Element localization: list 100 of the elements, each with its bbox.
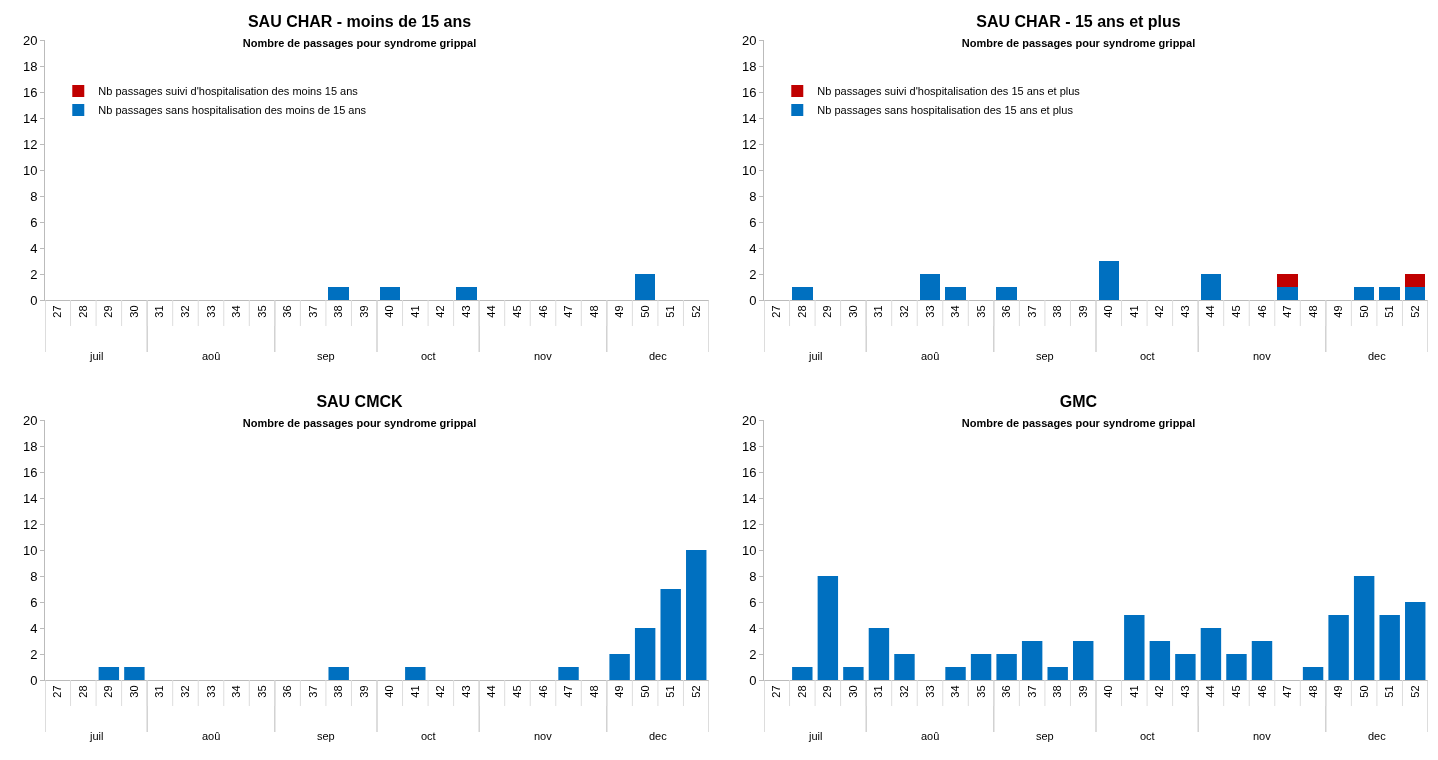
- x-tick-label: 42: [434, 305, 447, 318]
- bar: [817, 576, 839, 680]
- y-tick-label: 0: [749, 292, 757, 308]
- x-tick-label: 37: [306, 305, 319, 318]
- x-tick-label: 35: [255, 685, 268, 698]
- bar: [609, 654, 630, 680]
- x-tick-label: 33: [923, 685, 936, 698]
- bar: [996, 654, 1017, 680]
- x-tick-label: 33: [204, 305, 217, 318]
- y-tick-label: 6: [749, 594, 757, 610]
- bar: [1379, 615, 1400, 680]
- x-tick-label: 47: [562, 305, 575, 318]
- x-tick-label: 37: [1025, 685, 1038, 698]
- bar: [1353, 576, 1375, 680]
- x-tick-label: 29: [102, 305, 115, 318]
- x-tick-label: 34: [230, 685, 243, 698]
- x-tick-label: 27: [770, 685, 783, 698]
- x-tick-label: 43: [1178, 305, 1191, 318]
- y-tick-label: 12: [741, 516, 757, 532]
- x-tick-label: 28: [795, 305, 808, 318]
- y-tick-label: 8: [749, 188, 757, 204]
- text: dec: [649, 730, 668, 742]
- text: juil: [808, 730, 823, 742]
- x-tick-label: 45: [1230, 305, 1243, 318]
- bar: [1098, 261, 1119, 300]
- x-tick-label: 50: [1357, 305, 1370, 318]
- bar: [1047, 667, 1068, 680]
- y-tick-label: 16: [741, 84, 757, 100]
- bar: [1124, 615, 1145, 680]
- y-tick-label: 20: [22, 32, 38, 48]
- x-tick-label: 40: [383, 685, 396, 698]
- bar: [1200, 274, 1222, 300]
- bar: [1405, 287, 1426, 300]
- x-tick-label: 37: [306, 685, 319, 698]
- x-tick-label: 30: [127, 305, 140, 318]
- x-tick-label: 45: [511, 685, 524, 698]
- bar: [98, 667, 120, 680]
- bar: [634, 628, 656, 680]
- chart-subtitle: Nombre de passages pour syndrome grippal: [961, 417, 1196, 430]
- x-tick-label: 49: [613, 685, 626, 698]
- x-tick-label: 36: [1000, 305, 1013, 318]
- y-tick-label: 18: [741, 58, 757, 74]
- x-tick-label: 48: [1306, 685, 1319, 698]
- text: oct: [421, 730, 436, 742]
- bar: [1200, 628, 1222, 680]
- bar: [558, 667, 579, 680]
- x-tick-label: 32: [898, 305, 911, 318]
- text: sep: [1036, 350, 1054, 362]
- x-tick-label: 36: [1000, 685, 1013, 698]
- bar: [124, 667, 145, 680]
- y-tick-label: 20: [741, 412, 757, 428]
- x-tick-label: 29: [821, 685, 834, 698]
- x-tick-label: 35: [255, 305, 268, 318]
- x-tick-label: 52: [1408, 305, 1421, 318]
- legend-label: Nb passages sans hospitalisation des 15 ans et plus: [817, 104, 1074, 117]
- text: nov: [1253, 350, 1272, 362]
- bar: [328, 667, 349, 680]
- x-tick-label: 34: [949, 685, 962, 698]
- y-tick-label: 18: [22, 438, 38, 454]
- x-tick-label: 48: [1306, 305, 1319, 318]
- x-tick-label: 27: [51, 305, 64, 318]
- y-tick-label: 2: [749, 646, 757, 662]
- x-tick-label: 39: [1076, 305, 1089, 318]
- x-tick-label: 38: [1051, 305, 1064, 318]
- bar: [792, 667, 813, 680]
- chart-subtitle: Nombre de passages pour syndrome grippal: [242, 37, 477, 50]
- x-tick-label: 40: [1102, 305, 1115, 318]
- legend-label: Nb passages suivi d'hospitalisation des moins 15 ans: [98, 85, 359, 98]
- bar: [1073, 641, 1094, 680]
- bar: [945, 667, 966, 680]
- y-tick-label: 18: [22, 58, 38, 74]
- x-tick-label: 51: [1383, 685, 1396, 698]
- bar: [996, 287, 1017, 300]
- y-tick-label: 2: [749, 266, 757, 282]
- y-tick-label: 14: [741, 110, 757, 126]
- x-tick-label: 35: [974, 305, 987, 318]
- x-tick-label: 46: [1255, 685, 1268, 698]
- x-tick-label: 52: [1408, 685, 1421, 698]
- x-tick-label: 39: [357, 305, 370, 318]
- bar: [1226, 654, 1247, 680]
- chart-subtitle: Nombre de passages pour syndrome grippal: [242, 417, 477, 430]
- x-tick-label: 50: [638, 305, 651, 318]
- x-tick-label: 48: [587, 685, 600, 698]
- x-tick-label: 37: [1025, 305, 1038, 318]
- x-tick-label: 45: [1230, 685, 1243, 698]
- chart-subtitle: Nombre de passages pour syndrome grippal: [961, 37, 1196, 50]
- text: oct: [1140, 730, 1155, 742]
- text: nov: [1253, 730, 1272, 742]
- y-tick-label: 8: [30, 188, 38, 204]
- x-tick-label: 38: [332, 685, 345, 698]
- text: oct: [421, 350, 436, 362]
- x-tick-label: 32: [898, 685, 911, 698]
- bar: [686, 550, 707, 680]
- y-tick-label: 6: [30, 214, 38, 230]
- bar: [1302, 667, 1324, 680]
- y-tick-label: 8: [749, 568, 757, 584]
- x-tick-label: 38: [1051, 685, 1064, 698]
- x-tick-label: 41: [408, 305, 421, 318]
- text: aoû: [921, 350, 940, 362]
- text: aoû: [921, 730, 940, 742]
